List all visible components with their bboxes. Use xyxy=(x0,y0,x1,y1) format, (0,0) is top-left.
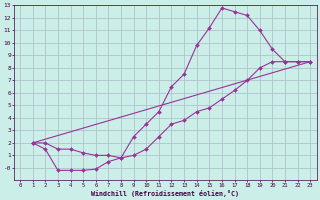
X-axis label: Windchill (Refroidissement éolien,°C): Windchill (Refroidissement éolien,°C) xyxy=(91,190,239,197)
